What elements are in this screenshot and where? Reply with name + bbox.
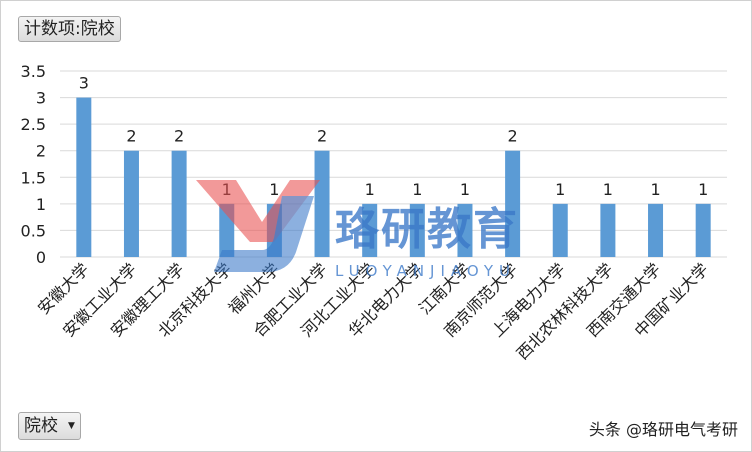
y-tick-label: 3.5: [21, 62, 46, 81]
pivot-filter-field-label: 院校: [24, 416, 58, 436]
data-label: 2: [126, 127, 136, 146]
data-label: 2: [508, 127, 518, 146]
pivot-value-field-label: 计数项:院校: [24, 19, 115, 39]
bar: [409, 203, 425, 257]
data-label: 1: [603, 180, 613, 199]
pivot-value-field-button[interactable]: 计数项:院校: [18, 16, 121, 42]
watermark-text: 珞研教育: [335, 204, 519, 255]
data-label: 2: [174, 127, 184, 146]
data-label: 1: [269, 180, 279, 199]
data-label: 1: [698, 180, 708, 199]
bar: [171, 150, 187, 257]
bar: [505, 150, 521, 257]
bar: [362, 203, 378, 257]
watermark-y-mark-red: [196, 180, 320, 242]
y-tick-label: 2.5: [21, 115, 46, 134]
bar: [123, 150, 139, 257]
pivot-filter-field-button[interactable]: 院校 ▼: [18, 412, 81, 440]
watermark-j-mark-blue: [214, 196, 314, 273]
y-tick-label: 1.5: [21, 168, 46, 187]
y-tick-label: 0: [36, 248, 46, 267]
data-label: 3: [79, 74, 89, 93]
y-tick-label: 3: [36, 89, 46, 108]
gridlines: [60, 70, 727, 258]
data-labels: 32211211121111: [79, 74, 709, 199]
bar: [600, 203, 616, 257]
data-label: 1: [460, 180, 470, 199]
data-label: 1: [365, 180, 375, 199]
y-tick-label: 2: [36, 142, 46, 161]
bar: [457, 203, 473, 257]
y-tick-label: 1: [36, 195, 46, 214]
data-label: 1: [650, 180, 660, 199]
y-tick-label: 0.5: [21, 221, 46, 240]
bar: [648, 203, 664, 257]
data-label: 1: [555, 180, 565, 199]
watermark-subtext: LUOYANJIAOYU: [335, 262, 516, 280]
watermark-logo: 珞研教育 LUOYANJIAOYU: [196, 180, 519, 280]
dropdown-arrow-icon: ▼: [68, 421, 75, 431]
bar: [76, 97, 92, 257]
footer-credit: 头条 @珞研电气考研: [588, 420, 738, 439]
data-label: 2: [317, 127, 327, 146]
data-label: 1: [412, 180, 422, 199]
y-axis-tick-labels: 0 0.5 1 1.5 2 2.5 3 3.5: [21, 62, 46, 267]
bar: [695, 203, 711, 257]
bar: [552, 203, 568, 257]
bar: [314, 150, 330, 257]
